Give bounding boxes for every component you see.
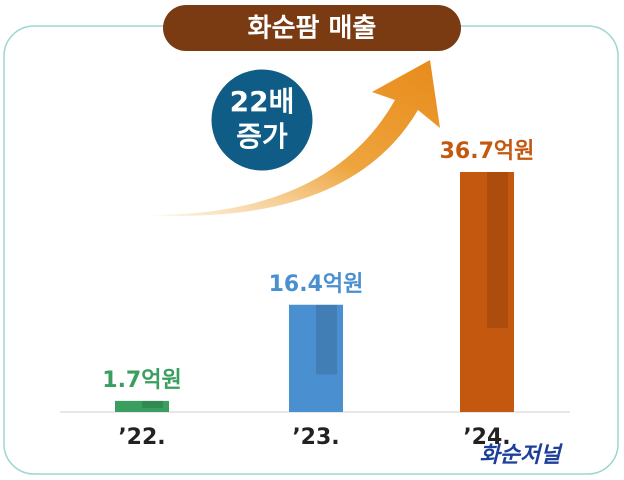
x-tick-label: ’22. bbox=[118, 425, 165, 450]
bar bbox=[289, 304, 343, 412]
annotation-badge bbox=[208, 66, 316, 174]
annotation: 증가 bbox=[236, 120, 288, 153]
chart-title: 화순팜 매출 bbox=[248, 14, 377, 44]
bar-shade bbox=[487, 172, 508, 328]
x-tick-label: ’23. bbox=[292, 425, 339, 450]
value-label: 36.7억원 bbox=[440, 139, 535, 164]
x-tick-label: ’24. bbox=[463, 425, 510, 450]
bar-shade bbox=[142, 400, 163, 409]
bar bbox=[460, 172, 514, 412]
bar-shade bbox=[316, 304, 337, 375]
value-label: 16.4억원 bbox=[269, 272, 364, 297]
watermark: 화순저널 bbox=[480, 443, 564, 468]
title-pill bbox=[163, 5, 461, 51]
annotation: 22배 bbox=[230, 85, 295, 118]
value-label: 1.7억원 bbox=[102, 368, 181, 393]
growth-arrow bbox=[150, 60, 440, 216]
bar bbox=[115, 400, 169, 412]
